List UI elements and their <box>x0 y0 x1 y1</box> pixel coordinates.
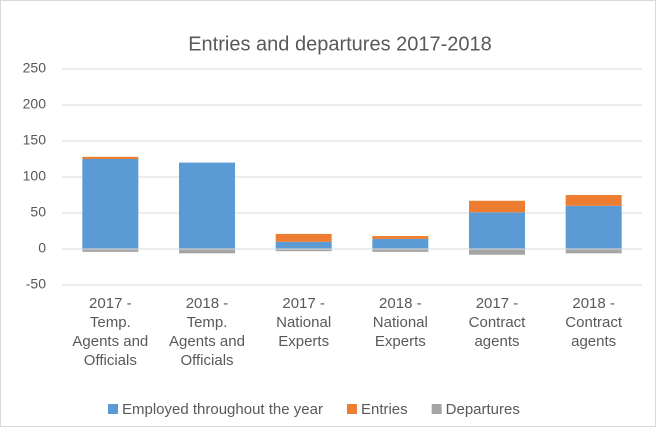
x-tick-label: 2017 - National Experts <box>276 295 332 350</box>
y-tick-label: -50 <box>26 276 46 292</box>
x-tick-label: 2018 - Contract agents <box>565 295 622 350</box>
x-tick-label: 2017 - Temp. Agents and Officials <box>72 295 149 369</box>
y-tick-label: 0 <box>38 240 46 256</box>
bar-segment <box>179 249 235 254</box>
bar-segment <box>469 200 525 213</box>
bar-segment <box>565 249 622 254</box>
bar-segment <box>565 195 622 206</box>
bar-segment <box>469 249 525 255</box>
legend-swatch <box>431 404 442 414</box>
bar-segment <box>82 156 139 159</box>
y-tick-label: 100 <box>23 168 47 184</box>
legend-label: Departures <box>446 401 520 418</box>
bar-segment <box>275 249 332 252</box>
bar-segment <box>372 236 429 239</box>
bar-segment <box>275 233 332 242</box>
legend-swatch <box>108 404 118 414</box>
bar-segment <box>469 212 525 249</box>
y-tick-label: 50 <box>30 204 46 220</box>
legend-label: Employed throughout the year <box>122 401 323 418</box>
bar-segment <box>82 249 139 252</box>
bar-segment <box>275 241 332 249</box>
x-tick-label: 2017 - Contract agents <box>468 295 526 350</box>
y-tick-label: 150 <box>23 132 47 148</box>
x-tick-label: 2018 - Temp. Agents and Officials <box>169 295 245 369</box>
legend-label: Entries <box>361 401 408 418</box>
bar-segment <box>82 159 139 249</box>
y-tick-label: 250 <box>23 60 47 76</box>
x-tick-label: 2018 - National Experts <box>372 295 428 350</box>
legend-swatch <box>346 404 357 414</box>
bar-segment <box>179 162 235 249</box>
chart-title: Entries and departures 2017-2018 <box>188 33 492 55</box>
y-tick-label: 200 <box>23 96 47 112</box>
bar-segment <box>372 249 429 252</box>
bar-segment <box>565 205 622 249</box>
bar-segment <box>372 238 429 249</box>
